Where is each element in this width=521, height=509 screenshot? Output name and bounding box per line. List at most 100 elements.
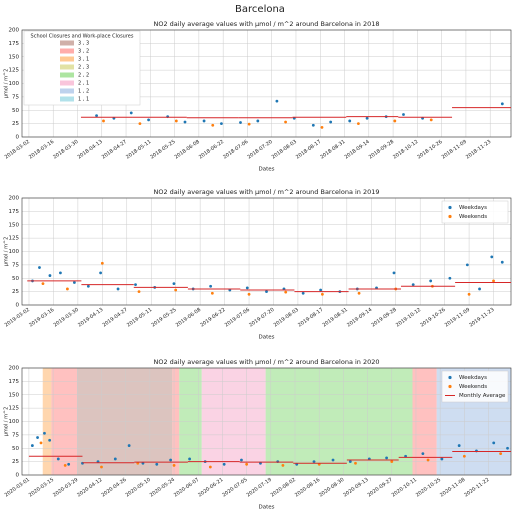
- y-tick-label: 200: [9, 196, 20, 202]
- chart-title: NO2 daily average values with μmol / m^2…: [153, 358, 379, 366]
- legend-swatch: [60, 96, 74, 102]
- legend-label: Weekdays: [459, 375, 487, 381]
- data-point: [240, 458, 243, 462]
- data-point: [348, 119, 352, 123]
- legend-swatch: [60, 72, 74, 78]
- data-point: [500, 102, 504, 106]
- data-point: [155, 462, 159, 466]
- data-point: [116, 287, 120, 291]
- y-axis-label: μmol / m^2: [4, 69, 10, 99]
- data-point: [348, 460, 352, 464]
- plot-frame: [21, 197, 512, 306]
- plot-frame: [21, 29, 512, 138]
- data-point: [465, 263, 469, 267]
- x-tick-label: 2018-04-27: [101, 139, 128, 161]
- x-tick-label: 2020-08-30: [318, 477, 345, 499]
- x-tick-label: 2019-11-09: [444, 307, 471, 329]
- x-tick-label: 2019-03-16: [28, 307, 55, 329]
- x-tick-label: 2019-04-27: [102, 307, 129, 329]
- x-tick-label: 2018-09-28: [368, 139, 395, 161]
- data-point: [311, 123, 315, 127]
- data-point: [331, 458, 335, 462]
- x-tick-label: 2018-08-31: [319, 139, 346, 161]
- x-tick-label: 2019-03-02: [4, 307, 31, 329]
- data-point: [63, 463, 67, 467]
- plot-frame: [21, 367, 512, 476]
- x-tick-label: 2018-10-12: [392, 139, 419, 161]
- y-tick-label: 100: [9, 81, 20, 87]
- data-point: [245, 462, 249, 466]
- data-point: [329, 120, 333, 124]
- x-tick-label: 2019-09-14: [346, 307, 373, 329]
- y-tick-label: 175: [9, 41, 20, 47]
- data-point: [426, 458, 430, 462]
- x-tick-label: 2018-07-06: [222, 139, 249, 161]
- data-point: [462, 454, 466, 458]
- data-point: [247, 122, 251, 126]
- data-point: [440, 457, 444, 461]
- y-tick-label: 25: [12, 289, 19, 295]
- data-point: [239, 121, 242, 124]
- data-point: [209, 284, 213, 288]
- legend-box: [441, 200, 509, 224]
- x-tick-label: 2019-10-26: [419, 307, 446, 329]
- x-tick-label: 2020-03-15: [28, 477, 55, 499]
- x-tick-label: 2019-08-31: [322, 307, 349, 329]
- data-point: [220, 122, 223, 126]
- x-tick-label: 2020-06-21: [197, 477, 224, 499]
- y-tick-label: 50: [12, 108, 19, 114]
- x-tick-label: 2018-09-14: [344, 139, 371, 161]
- data-point: [357, 122, 360, 126]
- y-tick-label: 75: [12, 262, 19, 268]
- data-point: [492, 441, 496, 445]
- y-tick-label: 150: [9, 54, 20, 60]
- legend-label: Monthly Average: [459, 393, 506, 399]
- y-tick-label: 150: [9, 392, 20, 398]
- data-point: [490, 255, 494, 259]
- x-tick-label: 2018-03-02: [4, 139, 31, 161]
- data-point: [39, 441, 43, 445]
- data-point: [67, 462, 71, 466]
- x-tick-label: 2019-07-20: [248, 307, 275, 329]
- x-tick-label: 2020-08-16: [294, 477, 321, 499]
- x-tick-label: 2018-07-20: [246, 139, 273, 161]
- chart-title: NO2 daily average values with μmol / m^2…: [153, 20, 379, 28]
- legend-box: [441, 370, 509, 403]
- x-tick-label: 2020-04-12: [76, 477, 103, 499]
- data-point: [319, 288, 323, 292]
- data-point: [500, 260, 504, 264]
- x-tick-label: 2019-11-23: [468, 307, 495, 329]
- chart-title: NO2 daily average values with μmol / m^2…: [153, 188, 379, 196]
- x-tick-label: 2019-08-17: [297, 307, 324, 329]
- x-tick-label: 2020-03-01: [4, 477, 31, 499]
- legend-label: Weekdays: [459, 205, 487, 211]
- x-tick-label: 2020-06-07: [173, 477, 200, 499]
- legend-swatch: [60, 88, 74, 94]
- x-tick-label: 2018-04-13: [77, 139, 104, 161]
- data-point: [245, 286, 249, 290]
- x-tick-label: 2018-11-09: [441, 139, 468, 161]
- data-point: [138, 122, 142, 126]
- x-tick-label: 2018-03-16: [28, 139, 55, 161]
- data-point: [492, 279, 495, 283]
- legend-label: Weekends: [459, 384, 487, 390]
- data-point: [281, 463, 285, 467]
- legend-label: 2 , 2: [78, 73, 89, 79]
- data-point: [36, 436, 39, 439]
- y-tick-label: 75: [12, 94, 19, 100]
- x-tick-label: 2018-05-25: [149, 139, 176, 161]
- x-tick-label: 2019-10-12: [395, 307, 422, 329]
- x-tick-label: 2020-11-08: [439, 477, 466, 499]
- data-point: [48, 274, 52, 277]
- data-point: [208, 465, 212, 469]
- x-tick-label: 2020-09-27: [367, 477, 394, 499]
- data-point: [301, 291, 305, 295]
- data-point: [72, 281, 76, 284]
- data-point: [172, 282, 176, 285]
- x-axis-label: Dates: [258, 505, 274, 509]
- x-tick-label: 2020-07-19: [246, 477, 273, 499]
- x-tick-label: 2019-08-03: [273, 307, 300, 329]
- data-point: [385, 456, 388, 460]
- data-point: [56, 457, 60, 461]
